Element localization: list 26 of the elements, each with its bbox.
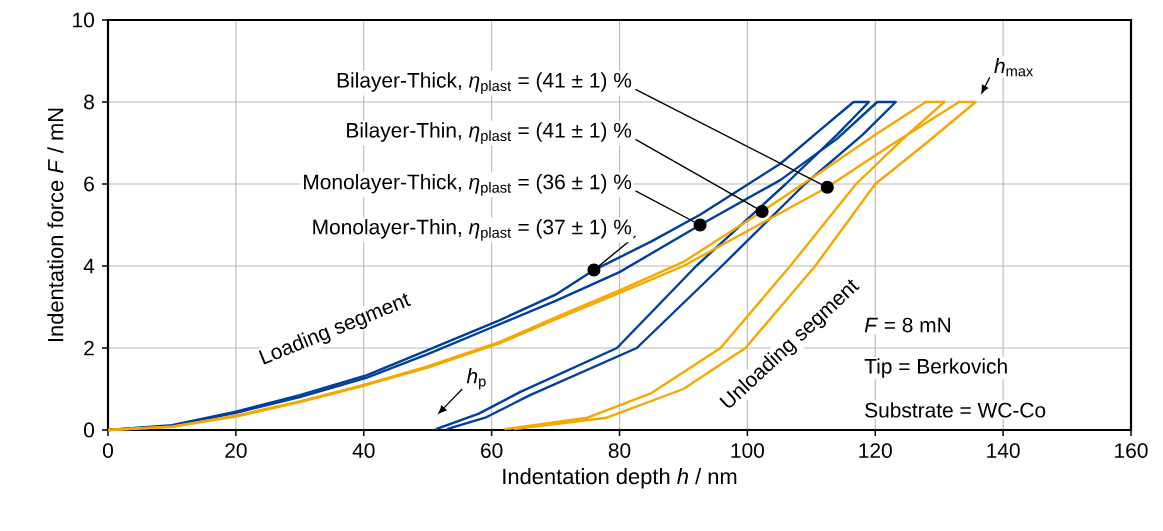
x-tick-label: 120 <box>859 443 892 458</box>
annotation: Monolayer-Thick, η$_{plast}$ = (36 ± 1) % <box>304 173 632 196</box>
y-tick-label: 8 <box>84 94 94 110</box>
x-tick-label: 160 <box>1115 443 1148 458</box>
x-tick-label: 80 <box>608 443 631 458</box>
annotation: Substrate = WC-Co <box>865 402 1046 418</box>
annotation: h$_{max}$ <box>994 57 1034 77</box>
y-tick-label: 2 <box>84 340 94 356</box>
x-tick-label: 60 <box>481 443 503 458</box>
annotation: Bilayer-Thin, η$_{plast}$ = (41 ± 1) % <box>347 122 632 144</box>
annotation: Bilayer-Thick, η$_{plast}$ = (41 ± 1) % <box>337 72 632 94</box>
y-tick-label: 0 <box>84 422 95 438</box>
annotation: F = 8 mN <box>864 317 951 333</box>
y-tick-label: 6 <box>84 176 94 192</box>
y-axis-title: Indentation force F / mN <box>47 108 64 342</box>
x-tick-label: 20 <box>225 443 247 458</box>
annotation: Monolayer-Thin, η$_{plast}$ = (37 ± 1) % <box>313 219 632 241</box>
x-tick-label: 40 <box>352 443 375 458</box>
x-axis-title: Indentation depth h / nm <box>503 468 737 489</box>
y-tick-label: 4 <box>83 258 95 274</box>
x-tick-label: 0 <box>103 443 113 458</box>
y-tick-label: 10 <box>73 12 94 28</box>
x-tick-label: 140 <box>987 443 1020 458</box>
x-tick-label: 100 <box>731 443 764 458</box>
annotation: h$_{p}$ <box>466 368 486 390</box>
annotation: Tip = Berkovich <box>864 358 1007 378</box>
